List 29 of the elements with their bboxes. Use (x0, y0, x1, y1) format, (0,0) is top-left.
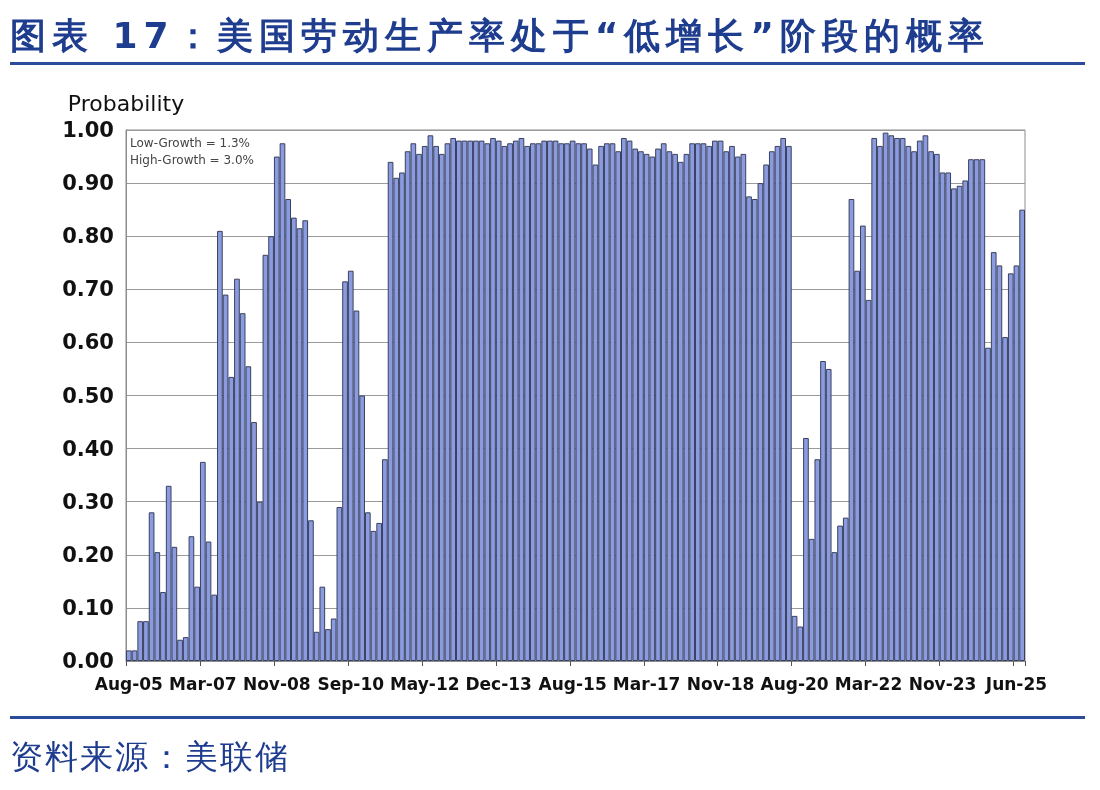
x-tick-label: Nov-18 (686, 673, 755, 694)
x-tick-label: Sep-10 (317, 673, 385, 694)
annotation: Low-Growth = 1.3% (130, 136, 251, 150)
y-tick-label: 0.40 (62, 436, 114, 461)
x-tick-label: Nov-08 (242, 673, 311, 694)
x-tick-label: Mar-07 (169, 673, 237, 694)
y-tick-label: 0.70 (62, 277, 114, 302)
y-tick-label: 1.00 (62, 118, 114, 142)
x-tick-label: Jun-25 (984, 673, 1048, 694)
annotation: High-Growth = 3.0% (130, 153, 254, 167)
y-tick-label: 0.30 (62, 489, 114, 514)
y-tick-label: 0.10 (62, 595, 114, 620)
x-tick-label: Nov-23 (908, 673, 977, 694)
y-tick-label: 0.00 (62, 649, 114, 673)
x-tick-label: Aug-20 (760, 673, 829, 694)
chart-title: 图表 17：美国劳动生产率处于“低增长”阶段的概率 (10, 14, 990, 58)
x-tick-label: Aug-05 (94, 673, 163, 694)
y-tick-label: 0.90 (62, 171, 114, 196)
text: 资料来源：美联储 (10, 736, 290, 778)
x-tick-label: Aug-15 (538, 673, 607, 694)
y-tick-label: 0.60 (62, 330, 114, 355)
x-tick-label: Mar-17 (612, 673, 681, 694)
y-axis-title: Probability (67, 90, 185, 116)
x-tick-label: May-12 (389, 673, 460, 694)
y-tick-label: 0.20 (62, 542, 114, 567)
y-tick-label: 0.50 (62, 383, 114, 408)
x-tick-label: Dec-13 (465, 673, 532, 694)
y-tick-label: 0.80 (62, 224, 114, 249)
x-tick-label: Mar-22 (834, 673, 903, 694)
